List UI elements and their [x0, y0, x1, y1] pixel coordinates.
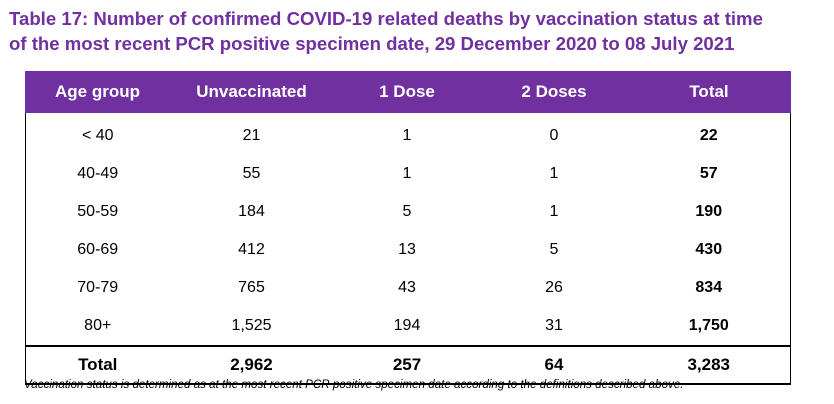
table-row: 60-69 412 13 5 430: [26, 231, 791, 269]
table-row: < 40 21 1 0 22: [26, 113, 791, 156]
table-footnote: Vaccination status is determined as at t…: [24, 378, 684, 391]
total-row: Total 2,962 257 64 3,283: [25, 345, 791, 385]
cell-total: 57: [699, 165, 718, 182]
table-row: 50-59 184 5 1 190: [26, 193, 791, 231]
table-row: 80+ 1,525 194 31 1,750: [26, 307, 791, 346]
cell-2-doses: 31: [545, 317, 563, 334]
cell-1-dose: 194: [393, 317, 421, 334]
cell-unvaccinated: 184: [238, 203, 265, 220]
cell-2-doses: 1: [549, 165, 559, 182]
cell-age-group: 60-69: [77, 241, 119, 258]
cell-2-doses: 0: [549, 127, 559, 144]
cell-total: 834: [695, 279, 723, 296]
cell-age-group: 80+: [84, 317, 112, 334]
table-row: 70-79 765 43 26 834: [26, 269, 791, 307]
table-row: 40-49 55 1 1 57: [26, 155, 791, 193]
cell-age-group: 40-49: [77, 165, 119, 182]
header-row: Age group Unvaccinated 1 Dose 2 Doses To…: [25, 71, 791, 113]
cell-2-doses: 1: [549, 203, 559, 220]
cell-total: 430: [695, 241, 723, 258]
total-2-doses: 64: [480, 345, 628, 385]
cell-1-dose: 1: [402, 165, 412, 182]
cell-age-group: 50-59: [77, 203, 119, 220]
header-2-doses: 2 Doses: [480, 71, 628, 113]
cell-unvaccinated: 1,525: [231, 317, 272, 334]
deaths-by-vaccination-table: Age group Unvaccinated 1 Dose 2 Doses To…: [25, 71, 791, 385]
cell-age-group: 70-79: [77, 279, 119, 296]
cell-total: 22: [699, 127, 718, 144]
cell-total: 190: [695, 203, 723, 220]
table-header: Age group Unvaccinated 1 Dose 2 Doses To…: [25, 71, 791, 113]
cell-unvaccinated: 21: [242, 127, 261, 144]
header-age-group: Age group: [25, 71, 170, 113]
total-row-label: Total: [25, 345, 170, 385]
cell-1-dose: 13: [398, 241, 416, 258]
cell-1-dose: 5: [402, 203, 412, 220]
total-unvaccinated: 2,962: [169, 345, 334, 385]
cell-unvaccinated: 765: [238, 279, 265, 296]
table-body: < 40 21 1 0 22 40-49 55 1 1 57 50-59 184…: [25, 112, 791, 346]
cell-1-dose: 43: [398, 279, 416, 296]
table-title: Table 17: Number of confirmed COVID-19 r…: [9, 6, 831, 56]
cell-2-doses: 26: [545, 279, 563, 296]
cell-2-doses: 5: [549, 241, 559, 258]
table-title-line-2: of the most recent PCR positive specimen…: [9, 33, 735, 54]
cell-unvaccinated: 55: [242, 165, 261, 182]
cell-1-dose: 1: [402, 127, 412, 144]
cell-total: 1,750: [688, 317, 729, 334]
header-1-dose: 1 Dose: [333, 71, 481, 113]
header-total: Total: [627, 71, 791, 113]
total-1-dose: 257: [333, 345, 481, 385]
table-title-line-1: Table 17: Number of confirmed COVID-19 r…: [9, 8, 763, 29]
total-overall: 3,283: [627, 345, 791, 385]
header-unvaccinated: Unvaccinated: [169, 71, 334, 113]
table-total-section: Total 2,962 257 64 3,283: [25, 345, 791, 385]
cell-age-group: < 40: [81, 127, 114, 144]
cell-unvaccinated: 412: [238, 241, 265, 258]
deaths-table-container: Age group Unvaccinated 1 Dose 2 Doses To…: [25, 71, 791, 385]
